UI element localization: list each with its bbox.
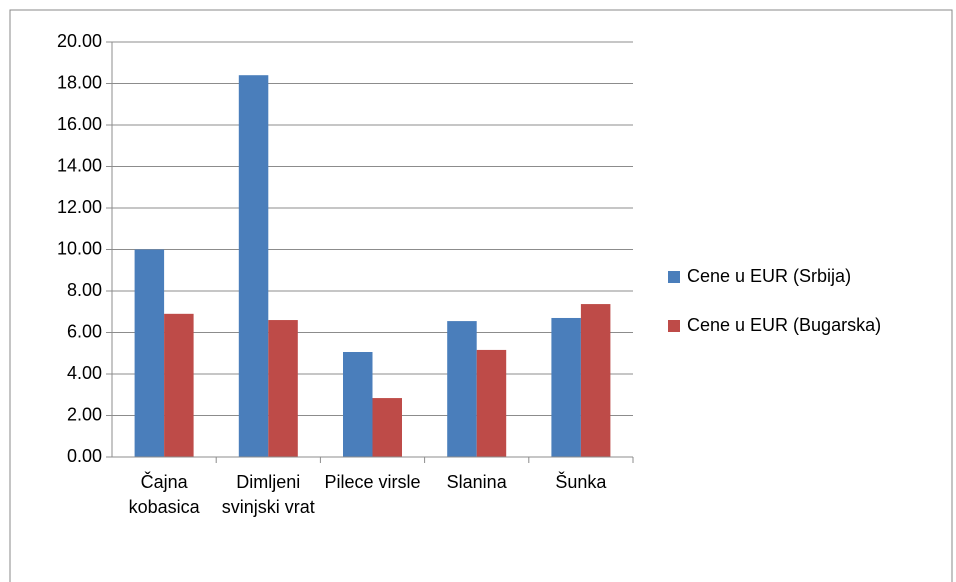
- y-tick-label: 16.00: [57, 114, 102, 134]
- y-tick-label: 6.00: [67, 321, 102, 341]
- x-tick-label: Slanina: [446, 472, 507, 492]
- bar: [343, 352, 373, 457]
- y-tick-label: 4.00: [67, 363, 102, 383]
- y-tick-label: 2.00: [67, 404, 102, 424]
- y-tick-label: 14.00: [57, 155, 102, 175]
- legend-label: Cene u EUR (Srbija): [687, 266, 851, 286]
- legend-swatch: [668, 320, 680, 332]
- y-tick-label: 12.00: [57, 197, 102, 217]
- bar: [268, 320, 298, 457]
- bar: [580, 304, 611, 457]
- x-tick-label: Pilece virsle: [324, 472, 421, 492]
- y-tick-label: 10.00: [57, 238, 102, 258]
- bar: [164, 313, 194, 457]
- x-tick-label: Dimljeni svinjski vrat: [221, 472, 315, 517]
- y-tick-label: 0.00: [67, 446, 102, 466]
- bar: [476, 349, 507, 457]
- y-tick-label: 20.00: [57, 31, 102, 51]
- y-tick-label: 18.00: [57, 72, 102, 92]
- bar: [134, 249, 165, 457]
- chart-frame: [9, 9, 953, 582]
- x-tick-label: Čajna kobasica: [128, 472, 200, 517]
- bar: [372, 398, 402, 457]
- y-tick-label: 8.00: [67, 280, 102, 300]
- bar: [551, 317, 581, 457]
- bar: [447, 321, 477, 457]
- legend-swatch: [668, 271, 680, 283]
- x-tick-label: Šunka: [555, 472, 607, 492]
- legend-label: Cene u EUR (Bugarska): [687, 315, 881, 335]
- bar: [238, 75, 269, 457]
